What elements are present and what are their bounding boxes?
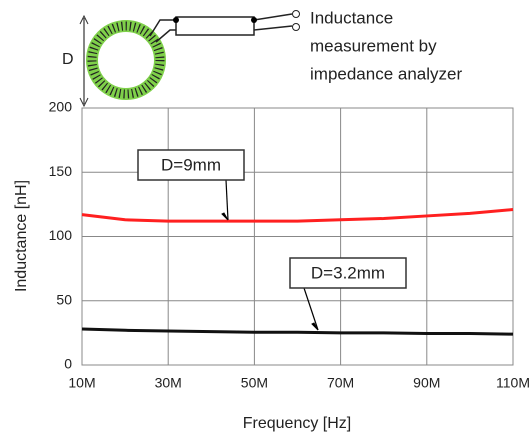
series-line (81, 327, 514, 336)
arrow-head (311, 322, 319, 331)
y-tick-label: 100 (49, 227, 73, 243)
label-box (289, 257, 407, 289)
x-tick-label: 110M (496, 375, 530, 391)
x-tick-label: 10M (68, 375, 95, 391)
diameter-label: D (62, 51, 74, 68)
arrow-head (221, 212, 229, 221)
series-line (81, 208, 514, 223)
y-tick-label: 50 (56, 291, 72, 307)
caption-line: Inductance (310, 8, 393, 27)
label-arrow (225, 179, 229, 221)
y-tick-label: 0 (64, 356, 72, 372)
label-box (137, 149, 245, 181)
y-tick-label: 200 (49, 99, 73, 115)
x-tick-label: 70M (327, 375, 354, 391)
series-label: D=9mm (161, 155, 221, 174)
y-axis-label: Inductance [nH] (13, 180, 30, 292)
caption-line: impedance analyzer (310, 64, 462, 83)
x-tick-label: 30M (155, 375, 182, 391)
y-tick-label: 150 (49, 163, 73, 179)
x-tick-label: 50M (241, 375, 268, 391)
x-tick-label: 90M (413, 375, 440, 391)
setup-diagram (79, 10, 300, 108)
x-axis-label: Frequency [Hz] (243, 415, 351, 432)
caption-line: measurement by (310, 36, 437, 55)
series-label: D=3.2mm (311, 263, 385, 282)
label-arrow (303, 287, 319, 331)
